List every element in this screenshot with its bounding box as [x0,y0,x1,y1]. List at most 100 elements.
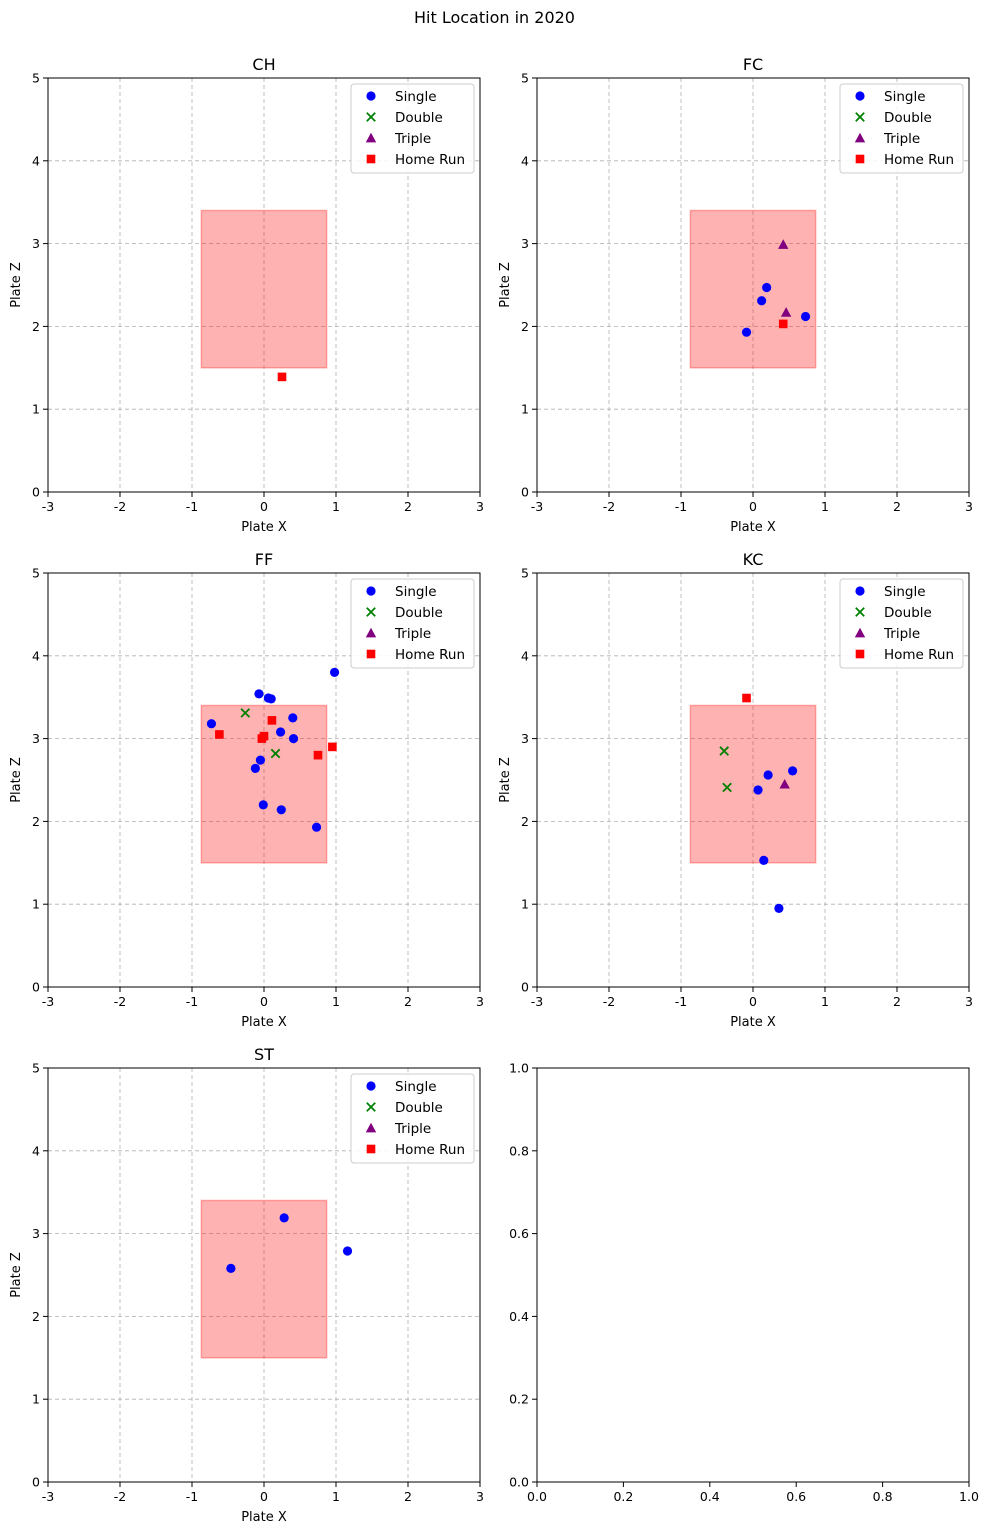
legend-label-home-run: Home Run [395,1142,465,1158]
y-tick-label: 4 [32,648,40,663]
y-tick-label: 1 [32,1392,40,1407]
legend-box [350,1073,475,1164]
y-axis-label: Plate Z [9,757,24,803]
y-tick-label: 5 [32,71,40,86]
point-home-run [328,742,337,752]
x-tick-label: -1 [186,994,198,1009]
y-tick-label: 2 [521,814,529,829]
point-home-run [313,750,323,760]
x-tick-label: 0 [260,994,268,1009]
strike-zone [200,1199,328,1359]
legend-marker-double [366,1102,376,1112]
y-tick-label: 3 [32,236,40,251]
point-single [276,805,286,815]
y-tick-label: 0.6 [509,1226,529,1241]
x-tick-label: 2 [893,499,901,514]
y-tick-label: 0 [32,485,40,500]
y-tick-label: 3 [521,236,529,251]
point-single [759,855,769,865]
legend-label-double: Double [395,110,443,126]
point-double [719,746,730,756]
y-tick-label: 0 [32,1475,40,1490]
point-single [788,766,798,776]
x-tick-label: -2 [114,994,126,1009]
point-single [762,282,772,293]
y-tick-label: 3 [521,731,529,746]
strike-zone [200,704,328,864]
panel-title: FF [255,550,273,569]
y-tick-label: 5 [521,566,529,581]
point-single [763,770,773,780]
x-axis-label: Plate X [241,1015,287,1030]
y-tick-label: 1 [521,402,529,417]
figure-suptitle: Hit Location in 2020 [414,8,575,27]
x-tick-label: -3 [42,994,54,1009]
x-tick-label: 2 [404,499,412,514]
point-single [311,822,322,832]
x-tick-label: 1 [821,499,829,514]
y-tick-label: 0.0 [509,1475,529,1490]
x-tick-label: -2 [603,994,615,1009]
point-home-run [215,730,224,739]
strike-zone [200,209,328,369]
point-single [254,689,264,699]
point-single [800,311,811,322]
point-home-run [267,716,277,725]
panel-title: FC [743,55,763,74]
x-tick-label: 3 [965,994,973,1009]
legend-label-double: Double [395,1100,443,1116]
legend: Single Double Triple Home Run [350,578,475,669]
x-tick-label: -2 [114,499,126,514]
legend-box [350,578,475,669]
point-single [288,713,298,723]
panel-st: -3 -2 -1 0 1 2 3 0 1 2 3 4 5 ST Plate X Plate Z Single Do… [9,1045,484,1525]
strike-zone [689,704,817,864]
y-tick-label: 2 [521,319,529,334]
legend-label-double: Double [884,110,932,126]
x-tick-label: 2 [404,994,412,1009]
y-tick-label: 2 [32,319,40,334]
legend-marker-single [366,91,376,101]
x-tick-label: -2 [603,499,615,514]
x-tick-label: 0.0 [527,1489,547,1504]
legend-label-home-run: Home Run [395,152,465,168]
legend-label-home-run: Home Run [884,647,954,663]
point-home-run [259,731,269,741]
x-tick-label: -1 [186,499,198,514]
point-single [753,785,763,795]
panel-title: CH [252,55,275,74]
legend-marker-double [855,607,865,617]
legend-marker-home-run [366,154,376,164]
x-tick-label: 3 [476,994,484,1009]
x-tick-label: 2 [404,1489,412,1504]
legend-label-triple: Triple [883,131,920,147]
y-axis-label: Plate Z [9,262,24,308]
panel-kc: -3 -2 -1 0 1 2 3 0 1 2 3 4 5 KC Plate X Plate Z Single Do… [498,550,973,1030]
legend-marker-triple [365,627,377,638]
point-single [255,755,265,765]
x-tick-label: 0.2 [613,1489,633,1504]
y-tick-label: 0.4 [509,1309,529,1324]
panel-fc: -3 -2 -1 0 1 2 3 0 1 2 3 4 5 FC Plate X Plate Z Single Do… [498,55,973,535]
legend-box [839,83,964,174]
y-tick-label: 0 [32,980,40,995]
y-tick-label: 2 [32,814,40,829]
point-double [722,782,732,793]
point-single [757,296,767,306]
point-single [329,667,340,677]
x-axis-label: Plate X [730,1015,776,1030]
point-double [270,748,281,759]
point-single [258,800,268,810]
legend-marker-triple [365,132,377,143]
point-home-run [742,693,751,703]
panel-ff: -3 -2 -1 0 1 2 3 0 1 2 3 4 5 FF Plate X Plate Z Single Do… [9,550,484,1030]
panel-title: KC [743,550,764,569]
point-single [279,1213,289,1223]
legend-marker-single [366,586,376,596]
y-tick-label: 4 [32,153,40,168]
y-tick-label: 1 [32,897,40,912]
legend-marker-single [855,586,865,596]
y-tick-label: 4 [521,153,529,168]
x-tick-label: -1 [675,994,687,1009]
legend-label-single: Single [395,1079,437,1095]
